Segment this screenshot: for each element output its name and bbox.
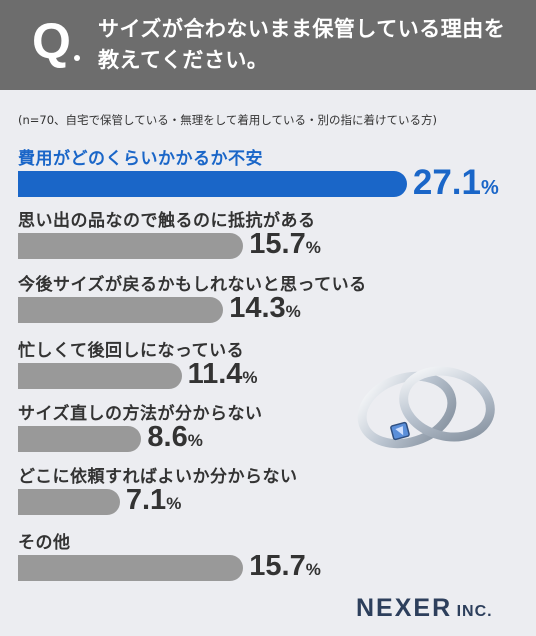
category-label: その他 [18,533,71,553]
value-label: 15.7% [249,230,321,259]
bar [18,363,182,389]
value-label: 8.6% [147,423,202,452]
category-label: 忙しくて後回しになっている [18,341,245,361]
category-label: サイズ直しの方法が分からない [18,404,263,424]
bar [18,297,224,323]
value-number: 14.3 [229,292,286,324]
bar [18,171,407,197]
value-label: 11.4% [188,360,258,389]
q-mark: Q [32,13,71,69]
percent-unit: % [305,560,321,579]
bar [18,426,142,452]
question-title: サイズが合わないまま保管している理由を教えてください。 [98,17,506,72]
sample-note: (n=70、自宅で保管している・無理をして着用している・別の指に着けている方) [18,113,437,127]
bar [18,555,244,581]
value-label: 15.7% [249,552,321,581]
category-label: 今後サイズが戻るかもしれないと思っている [18,275,367,295]
bar [18,233,244,259]
category-label: どこに依頼すればよいか分からない [18,467,298,487]
value-number: 7.1 [125,484,167,516]
percent-unit: % [242,368,258,387]
bar [18,489,120,515]
category-label: 費用がどのくらいかかるか不安 [18,149,263,169]
value-number: 15.7 [249,550,306,582]
question-header: Q サイズが合わないまま保管している理由を教えてください。 [0,0,536,90]
value-label: 27.1% [413,165,499,200]
value-number: 15.7 [249,228,306,260]
percent-unit: % [305,238,321,257]
rings-illustration [357,366,495,449]
value-number: 27.1 [412,163,481,202]
nexer-logo: NEXER INC. [356,594,493,622]
percent-unit: % [166,494,182,513]
category-label: 思い出の品なので触るのに抵抗がある [18,211,316,231]
value-label: 14.3% [229,294,301,323]
percent-unit: % [285,302,301,321]
q-dot [74,55,80,61]
value-number: 8.6 [147,421,188,453]
value-label: 7.1% [126,486,181,515]
value-number: 11.4 [187,358,243,390]
percent-unit: % [481,177,499,199]
percent-unit: % [187,431,203,450]
